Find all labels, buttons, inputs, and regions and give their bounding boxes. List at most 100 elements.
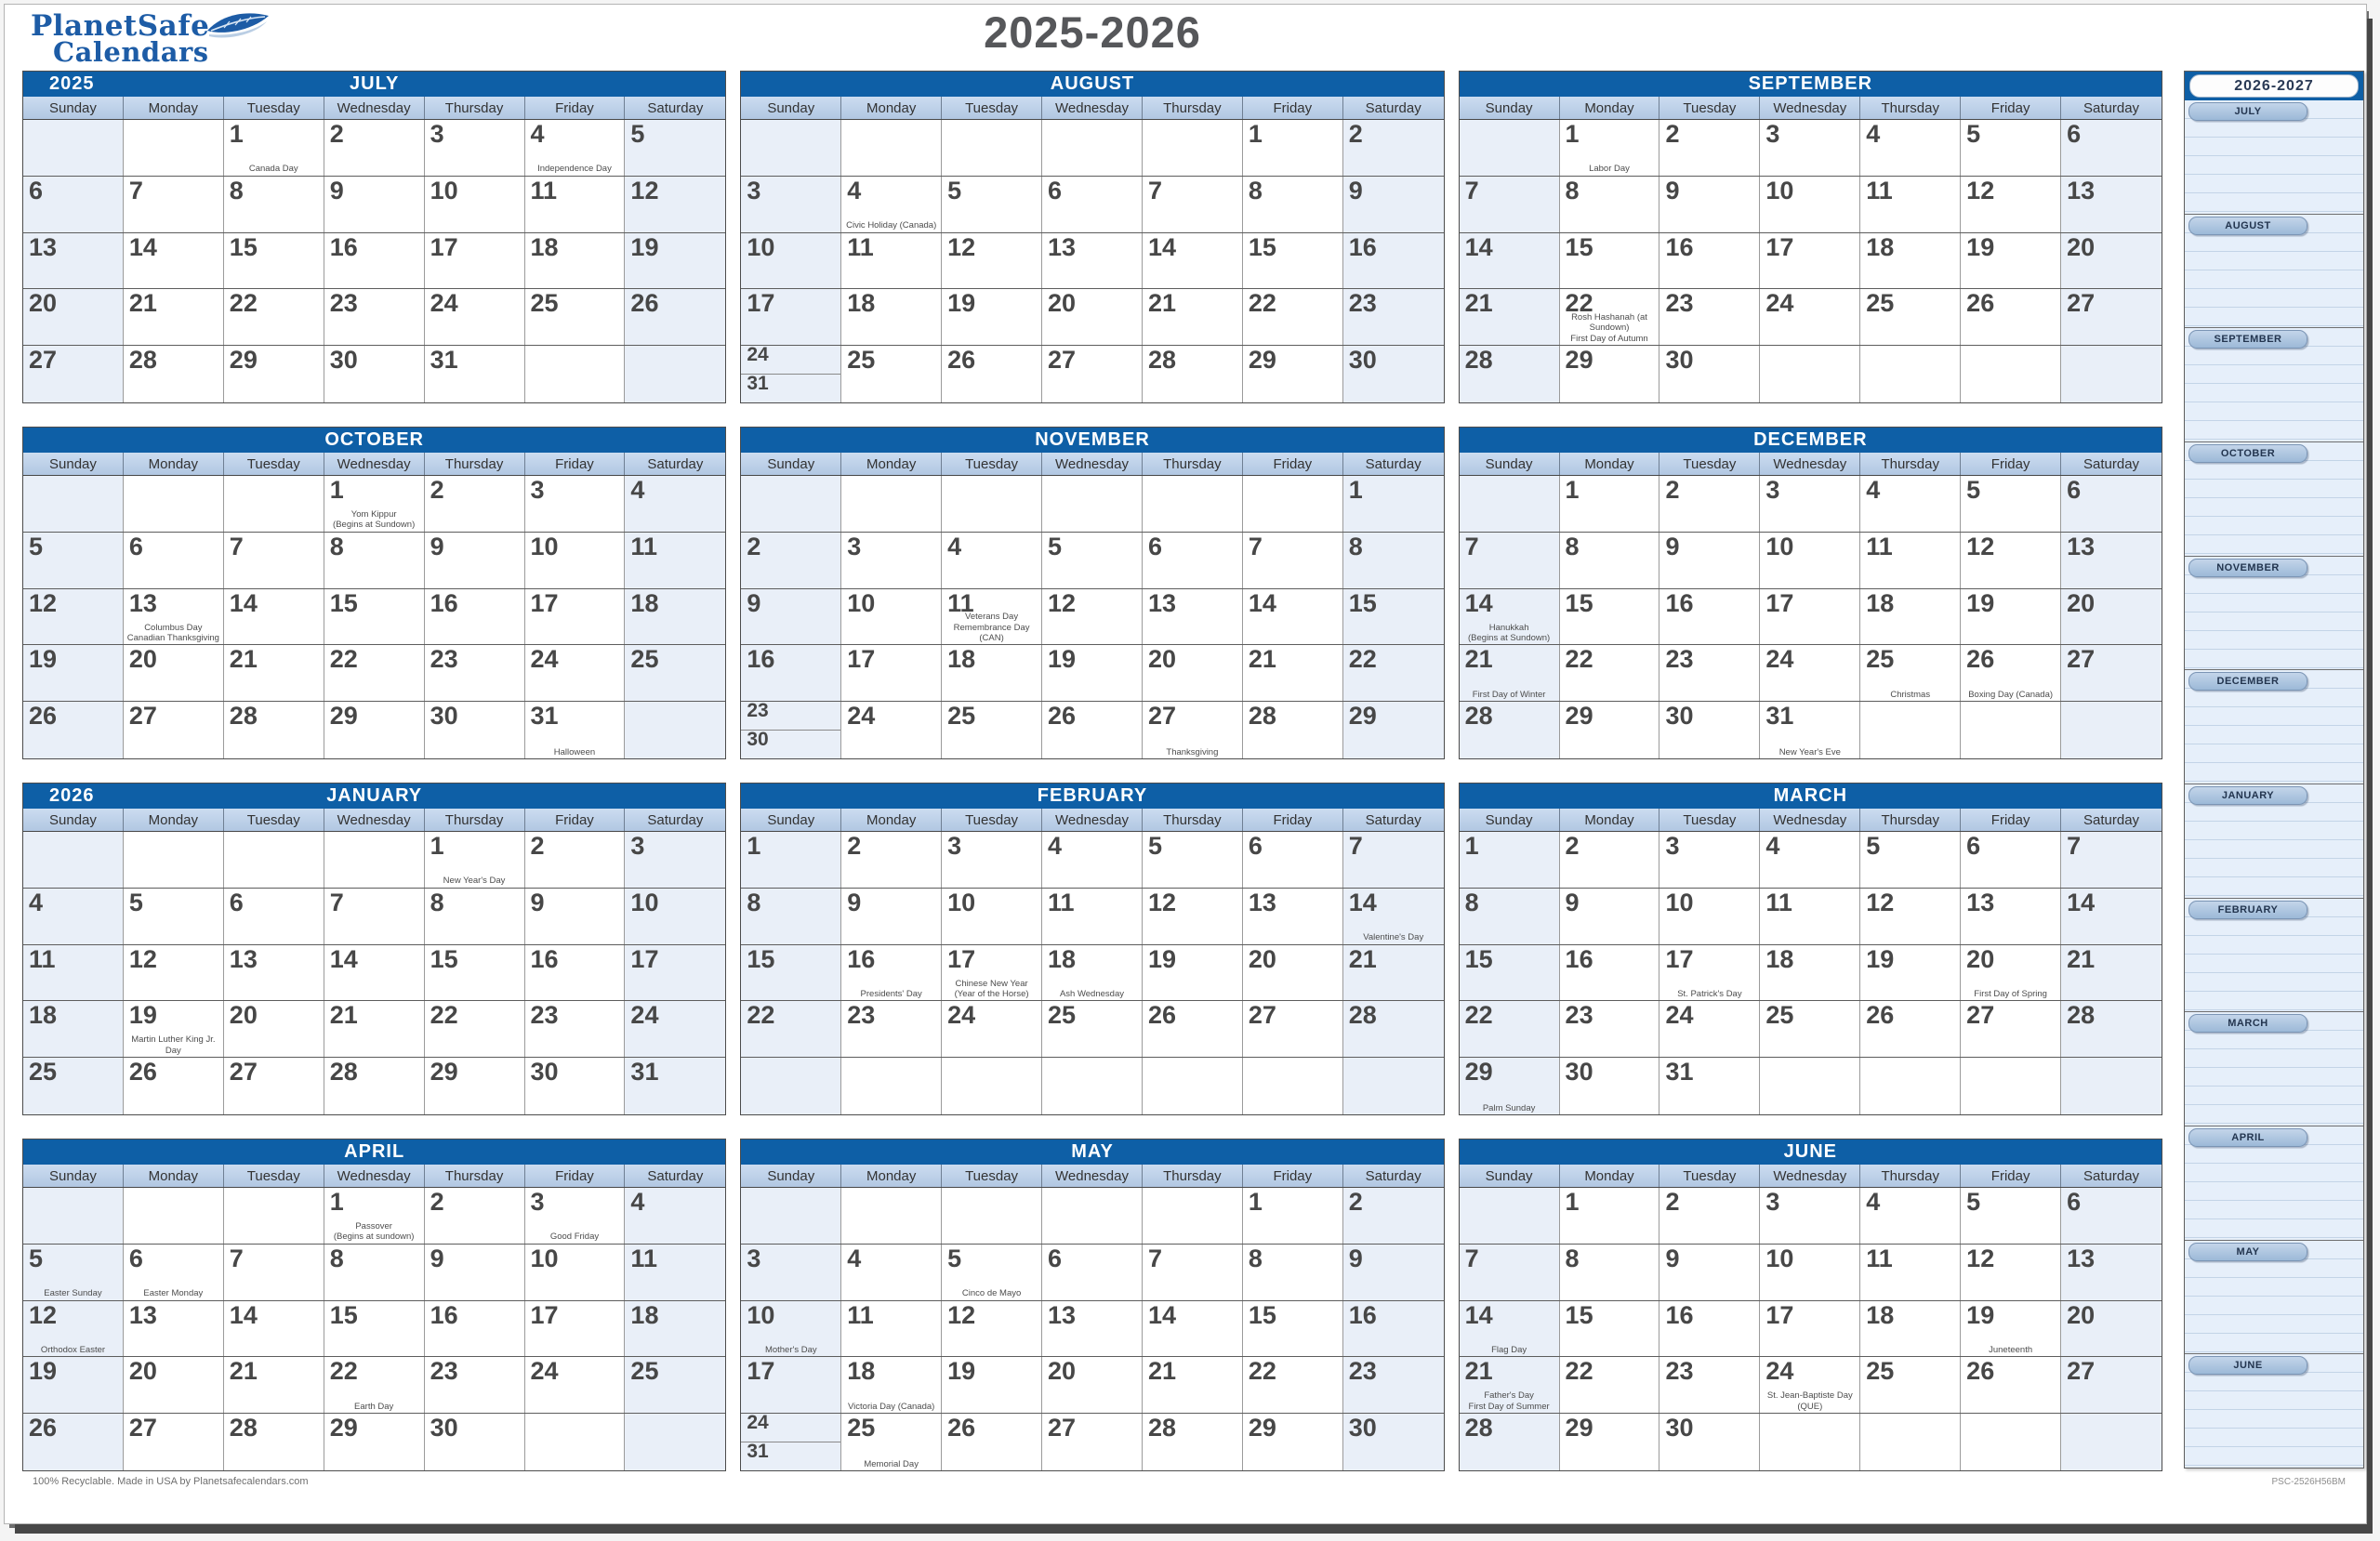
day-cell: 2	[424, 476, 525, 532]
week-row: 21 First Day of Winter 22 23 24 25 Christmas 26…	[1459, 645, 2162, 703]
day-number: 21	[229, 1357, 258, 1386]
day-cell: 14	[223, 1300, 324, 1357]
day-cell: 6	[2061, 120, 2162, 176]
day-number: 14	[229, 1300, 258, 1329]
day-number: 11	[1048, 888, 1075, 916]
leaf-icon	[207, 12, 270, 37]
day-number: 8	[1565, 532, 1580, 560]
weeks-grid: 1 2 3 4 5 6 7 8 9 10 11 12 13 14 Valentine's Day 15 16 Pr…	[741, 832, 1444, 1114]
day-number: 31	[747, 373, 769, 395]
day-number: 4	[1866, 476, 1881, 504]
day-cell: 24	[1659, 1001, 1761, 1058]
day-of-week-label: Sunday	[741, 1165, 842, 1187]
day-of-week-label: Wednesday	[1760, 97, 1861, 119]
sidebar-month-june: JUNE	[2185, 1354, 2363, 1469]
day-number: 7	[1348, 832, 1363, 860]
day-cell: 13	[1042, 1300, 1143, 1357]
day-number: 16	[1348, 232, 1377, 261]
week-row: 5 Easter Sunday 6 Easter Monday 7 8 9 10 11	[23, 1244, 726, 1301]
holiday-label: Ash Wednesday	[1043, 989, 1141, 999]
day-cell: 4	[1860, 1188, 1962, 1244]
day-number: 27	[1248, 1001, 1276, 1030]
day-cell: 7	[123, 176, 224, 232]
split-bottom-half: 31	[741, 373, 841, 402]
day-cell: 10	[1760, 176, 1861, 232]
day-number: 24	[947, 1001, 976, 1030]
day-number: 15	[1348, 588, 1377, 617]
holiday-label: Veterans Day Remembrance Day (CAN)	[943, 612, 1040, 643]
day-number: 18	[947, 645, 976, 674]
day-number: 3	[530, 476, 545, 504]
day-cell: 18	[841, 289, 943, 346]
day-cell: 23	[1342, 1357, 1444, 1414]
day-number: 15	[1565, 588, 1593, 617]
day-number: 16	[1665, 1300, 1694, 1329]
empty-cell	[841, 120, 943, 176]
day-number: 31	[747, 1441, 769, 1463]
day-number: 27	[2067, 645, 2096, 674]
split-top-half: 24	[741, 1412, 840, 1442]
day-cell: 28	[123, 346, 224, 402]
week-row: 9 10 11 Veterans Day Remembrance Day (CAN) 12…	[741, 588, 1444, 646]
day-cell: 22 Earth Day	[324, 1357, 425, 1414]
day-cell: 11	[1042, 888, 1143, 944]
day-number: 17	[530, 1300, 559, 1329]
holiday-line: Earth Day	[354, 1401, 394, 1412]
day-number: 28	[1147, 346, 1176, 375]
empty-cell	[1042, 1188, 1143, 1244]
day-number: 16	[1348, 1300, 1377, 1329]
month-may: MAY Sunday Monday Tuesday Wednesday Thursday F…	[740, 1139, 1445, 1471]
empty-cell	[123, 120, 224, 176]
day-number: 16	[1665, 232, 1694, 261]
sidebar-month-pill: JULY	[2188, 102, 2307, 121]
day-cell: 8	[1559, 1244, 1660, 1300]
day-cell: 1	[1559, 1188, 1660, 1244]
day-cell: 21 First Day of Winter	[1459, 645, 1560, 702]
day-number: 6	[29, 176, 44, 204]
day-of-week-label: Saturday	[647, 1167, 704, 1184]
day-cell: 31 New Year's Eve	[1760, 702, 1861, 758]
day-number: 7	[1147, 176, 1162, 204]
day-of-week-label: Monday	[1560, 453, 1660, 475]
empty-cell	[1961, 346, 2062, 402]
day-cell: 19	[1860, 944, 1962, 1001]
day-of-week-label: Monday	[841, 809, 943, 831]
empty-cell	[625, 702, 726, 758]
day-cell: 31 Halloween	[524, 702, 626, 758]
week-row: 1 2 3 4 5 6	[1459, 476, 2162, 533]
day-number: 11	[530, 176, 558, 204]
day-number: 28	[1464, 346, 1493, 375]
day-cell: 16	[1659, 1300, 1761, 1357]
week-row: 26 27 28 29 30	[23, 1414, 726, 1470]
day-cell: 20	[1242, 944, 1343, 1001]
day-cell: 20	[223, 1001, 324, 1058]
day-number: 25	[1866, 289, 1895, 318]
day-number: 5	[1966, 476, 1981, 504]
day-cell: 28	[1459, 702, 1560, 758]
holiday-line: First Day of Spring	[1974, 989, 2047, 999]
day-number: 29	[1464, 1058, 1493, 1087]
day-number: 31	[530, 702, 559, 731]
day-number: 10	[1765, 532, 1794, 560]
empty-cell	[1760, 346, 1861, 402]
day-cell: 25	[1760, 1001, 1861, 1058]
day-cell: 2	[524, 832, 626, 888]
day-number: 6	[2067, 120, 2082, 148]
day-cell: 7	[1459, 176, 1560, 232]
day-number: 17	[747, 289, 775, 318]
day-number: 14	[229, 588, 258, 617]
week-row: 8 9 10 11 12 13 14	[1459, 888, 2162, 945]
day-number: 5	[1966, 120, 1981, 148]
month-header: OCTOBER	[23, 428, 726, 453]
day-cell: 12	[123, 944, 224, 1001]
holiday-line: Valentine's Day	[1363, 932, 1424, 943]
holiday-line: Martin Luther King Jr. Day	[131, 1034, 216, 1056]
holiday-line: Independence Day	[537, 164, 612, 175]
day-of-week-label: Wednesday	[324, 1165, 425, 1187]
day-cell: 7	[1142, 176, 1243, 232]
day-number: 4	[29, 888, 44, 916]
holiday-line: Columbus Day	[144, 622, 203, 633]
day-number: 18	[1048, 944, 1077, 973]
day-number: 22	[229, 289, 258, 318]
day-number: 1	[1248, 1188, 1263, 1216]
